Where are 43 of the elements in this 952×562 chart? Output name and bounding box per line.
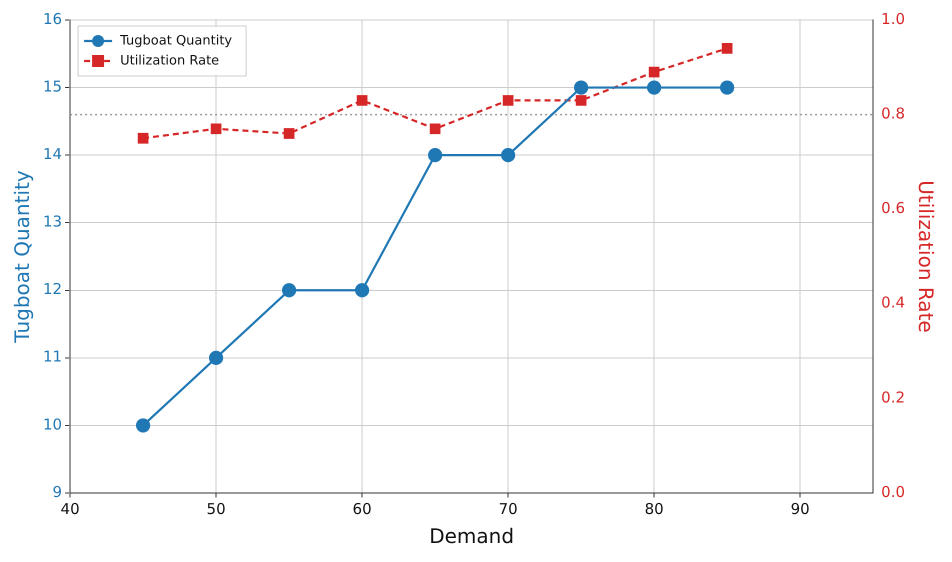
x-axis-title: Demand [429, 524, 514, 548]
point [501, 148, 516, 162]
y-tick-label: 14 [42, 145, 62, 164]
y-axis-title: Tugboat Quantity [10, 170, 34, 344]
x-tick-label: 40 [60, 500, 80, 518]
x-tick-label: 50 [206, 500, 226, 518]
legend-label: Tugboat Quantity [119, 33, 232, 48]
point [647, 80, 662, 95]
y2-tick-label: 0.6 [881, 199, 906, 218]
y2-tick-label: 0.4 [881, 294, 906, 312]
x-tick-label: 70 [498, 500, 518, 518]
y-tick-label: 11 [42, 348, 62, 366]
point [576, 95, 586, 106]
point [356, 95, 368, 106]
y-tick-label: 12 [42, 280, 62, 298]
y2-tick-label: 0.0 [881, 482, 906, 501]
point [574, 80, 588, 95]
y-tick-label: 16 [42, 10, 62, 28]
y2-tick-label: 0.8 [881, 104, 906, 122]
point [138, 132, 148, 144]
point [210, 123, 222, 134]
point [209, 350, 224, 365]
point [355, 283, 370, 298]
y2-tick-label: 1.0 [881, 10, 906, 28]
y-tick-label: 13 [42, 212, 62, 231]
y-tick-label: 9 [52, 482, 62, 501]
point [430, 123, 440, 134]
point [428, 148, 442, 162]
legend-label: Utilization Rate [120, 53, 220, 68]
x-tick-label: 90 [790, 500, 810, 518]
y-tick-label: 15 [42, 77, 62, 96]
y-tick-label: 10 [42, 415, 62, 434]
x-tick-label: 60 [352, 500, 372, 518]
y2-tick-label: 0.2 [881, 388, 906, 406]
x-tick-label: 80 [644, 500, 664, 518]
point [648, 66, 660, 78]
point [284, 128, 294, 139]
point [282, 283, 296, 298]
point [722, 43, 732, 54]
point [720, 80, 734, 95]
point [136, 418, 150, 433]
point [502, 95, 514, 106]
y2-axis-title: Utilization Rate [914, 180, 938, 333]
